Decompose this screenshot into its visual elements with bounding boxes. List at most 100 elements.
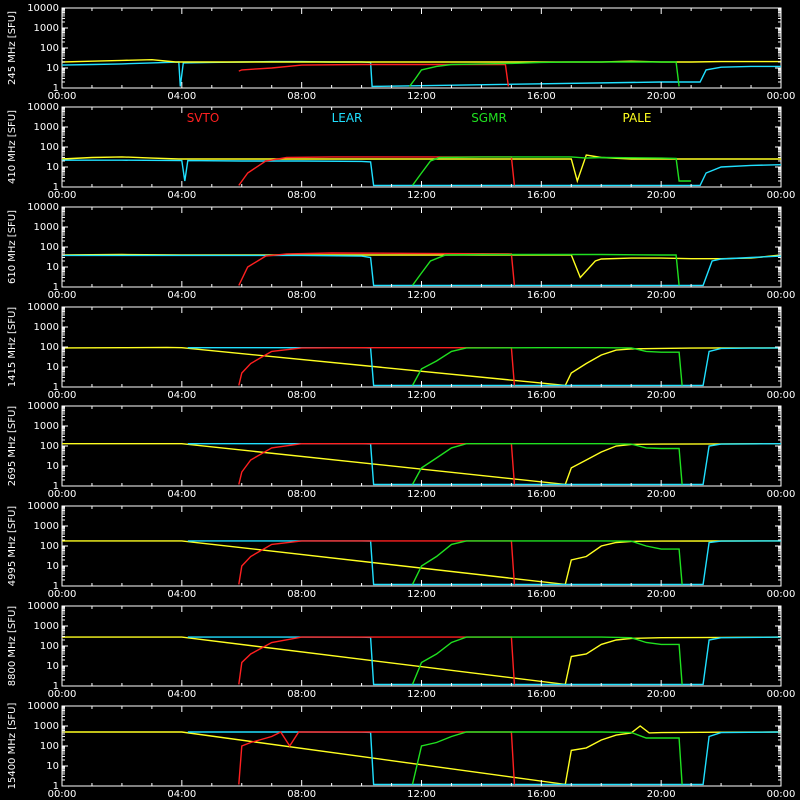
y-axis-label: 1415 MHz [SFU]: [7, 307, 18, 388]
x-tick-label: 00:00: [48, 689, 77, 700]
y-tick-label: 10000: [27, 601, 59, 612]
x-tick-label: 04:00: [167, 789, 196, 800]
y-tick-label: 100: [40, 641, 59, 652]
panel-1415-mhz: 1 10 100 1000 10000 00:00 04:00 08:00 12:00 16:00…: [7, 302, 795, 401]
x-tick-label: 08:00: [287, 689, 316, 700]
y-tick-label: 100: [40, 441, 59, 452]
y-tick-label: 1000: [34, 621, 59, 632]
x-tick-label: 04:00: [167, 91, 196, 102]
panel-610-mhz: 1 10 100 1000 10000 00:00 04:00 08:00 12:00 16:00…: [7, 202, 795, 301]
x-tick-label: 16:00: [527, 190, 556, 201]
plot-frame: [61, 106, 782, 188]
y-tick-label: 1: [53, 282, 59, 293]
legend: SVTO LEAR SGMR PALE: [187, 111, 652, 125]
y-tick-label: 1: [53, 83, 59, 94]
x-tick-label: 08:00: [287, 290, 316, 301]
x-tick-label: 04:00: [167, 390, 196, 401]
y-tick-label: 10: [46, 262, 59, 273]
x-tick-label: 12:00: [407, 789, 436, 800]
plot-frame: [61, 206, 782, 288]
y-tick-label: 10: [46, 761, 59, 772]
y-tick-label: 100: [40, 342, 59, 353]
x-tick-label: 00:00: [48, 390, 77, 401]
y-tick-label: 1: [53, 581, 59, 592]
y-tick-label: 100: [40, 242, 59, 253]
y-tick-label: 100: [40, 741, 59, 752]
x-tick-label: 08:00: [287, 789, 316, 800]
series-line-pale: [62, 540, 782, 586]
x-tick-label: 12:00: [407, 489, 436, 500]
x-tick-label: 20:00: [647, 91, 676, 102]
y-tick-label: 1: [53, 382, 59, 393]
y-tick-label: 1: [53, 182, 59, 193]
legend-entry-lear: LEAR: [332, 111, 363, 125]
y-tick-label: 1: [53, 681, 59, 692]
x-tick-label: 00:00: [767, 91, 796, 102]
series-line-lear: [187, 731, 782, 786]
y-tick-label: 1000: [34, 521, 59, 532]
panel-4995-mhz: 1 10 100 1000 10000 00:00 04:00 08:00 12:00 16:00…: [7, 501, 795, 600]
x-tick-label: 04:00: [167, 190, 196, 201]
y-tick-label: 1000: [34, 222, 59, 233]
y-tick-label: 10: [46, 661, 59, 672]
plot-frame: [61, 505, 782, 587]
x-tick-label: 16:00: [527, 589, 556, 600]
x-tick-label: 00:00: [48, 290, 77, 301]
x-tick-label: 12:00: [407, 190, 436, 201]
x-tick-label: 04:00: [167, 689, 196, 700]
series-line-sgmr: [408, 61, 680, 87]
x-tick-label: 16:00: [527, 689, 556, 700]
y-tick-label: 10000: [27, 202, 59, 213]
x-tick-label: 08:00: [287, 589, 316, 600]
x-tick-label: 20:00: [647, 390, 676, 401]
x-tick-label: 00:00: [48, 91, 77, 102]
series-line-lear: [187, 347, 782, 387]
x-tick-label: 04:00: [167, 290, 196, 301]
x-tick-label: 00:00: [767, 589, 796, 600]
x-tick-label: 16:00: [527, 91, 556, 102]
y-axis-label: 15400 MHz [SFU]: [7, 703, 18, 790]
x-tick-label: 20:00: [647, 789, 676, 800]
panel-410-mhz: 1 10 100 1000 10000 00:00 04:00 08:00 12:00 16:00…: [7, 102, 795, 201]
y-tick-label: 10: [46, 561, 59, 572]
y-tick-label: 10000: [27, 302, 59, 313]
y-tick-label: 1000: [34, 23, 59, 34]
series-line-sgmr: [411, 731, 683, 785]
series-line-lear: [187, 443, 782, 486]
series-line-sgmr: [411, 636, 683, 685]
y-tick-label: 1: [53, 781, 59, 792]
x-tick-label: 04:00: [167, 489, 196, 500]
x-tick-label: 12:00: [407, 589, 436, 600]
y-tick-label: 100: [40, 541, 59, 552]
y-tick-label: 10000: [27, 701, 59, 712]
y-axis-label: 245 MHz [SFU]: [7, 11, 18, 85]
x-tick-label: 16:00: [527, 390, 556, 401]
x-tick-label: 00:00: [48, 789, 77, 800]
series-line-pale: [61, 346, 781, 387]
series-line-sgmr: [411, 156, 692, 186]
panel-245-mhz: 1 10 100 1000 10000 00:00 04:00 08:00 12:00 16:00…: [7, 3, 795, 102]
series-line-pale: [61, 154, 781, 184]
y-tick-label: 10: [46, 63, 59, 74]
x-tick-label: 08:00: [287, 390, 316, 401]
y-tick-label: 10: [46, 362, 59, 373]
y-tick-label: 10000: [27, 3, 59, 14]
y-tick-label: 10: [46, 461, 59, 472]
y-tick-label: 10000: [27, 501, 59, 512]
x-tick-label: 20:00: [647, 190, 676, 201]
plot-frame: [61, 605, 782, 687]
series-line-lear: [187, 540, 782, 586]
panel-8800-mhz: 1 10 100 1000 10000 00:00 04:00 08:00 12:00 16:00…: [7, 601, 795, 700]
x-tick-label: 00:00: [767, 689, 796, 700]
x-tick-label: 12:00: [407, 689, 436, 700]
x-tick-label: 16:00: [527, 290, 556, 301]
series-line-pale: [62, 725, 782, 786]
y-axis-label: 410 MHz [SFU]: [7, 110, 18, 184]
x-tick-label: 20:00: [647, 290, 676, 301]
x-tick-label: 16:00: [527, 789, 556, 800]
y-axis-label: 4995 MHz [SFU]: [7, 506, 18, 587]
series-line-svto: [238, 731, 516, 785]
x-tick-label: 00:00: [767, 190, 796, 201]
x-tick-label: 00:00: [48, 589, 77, 600]
x-tick-label: 00:00: [767, 290, 796, 301]
